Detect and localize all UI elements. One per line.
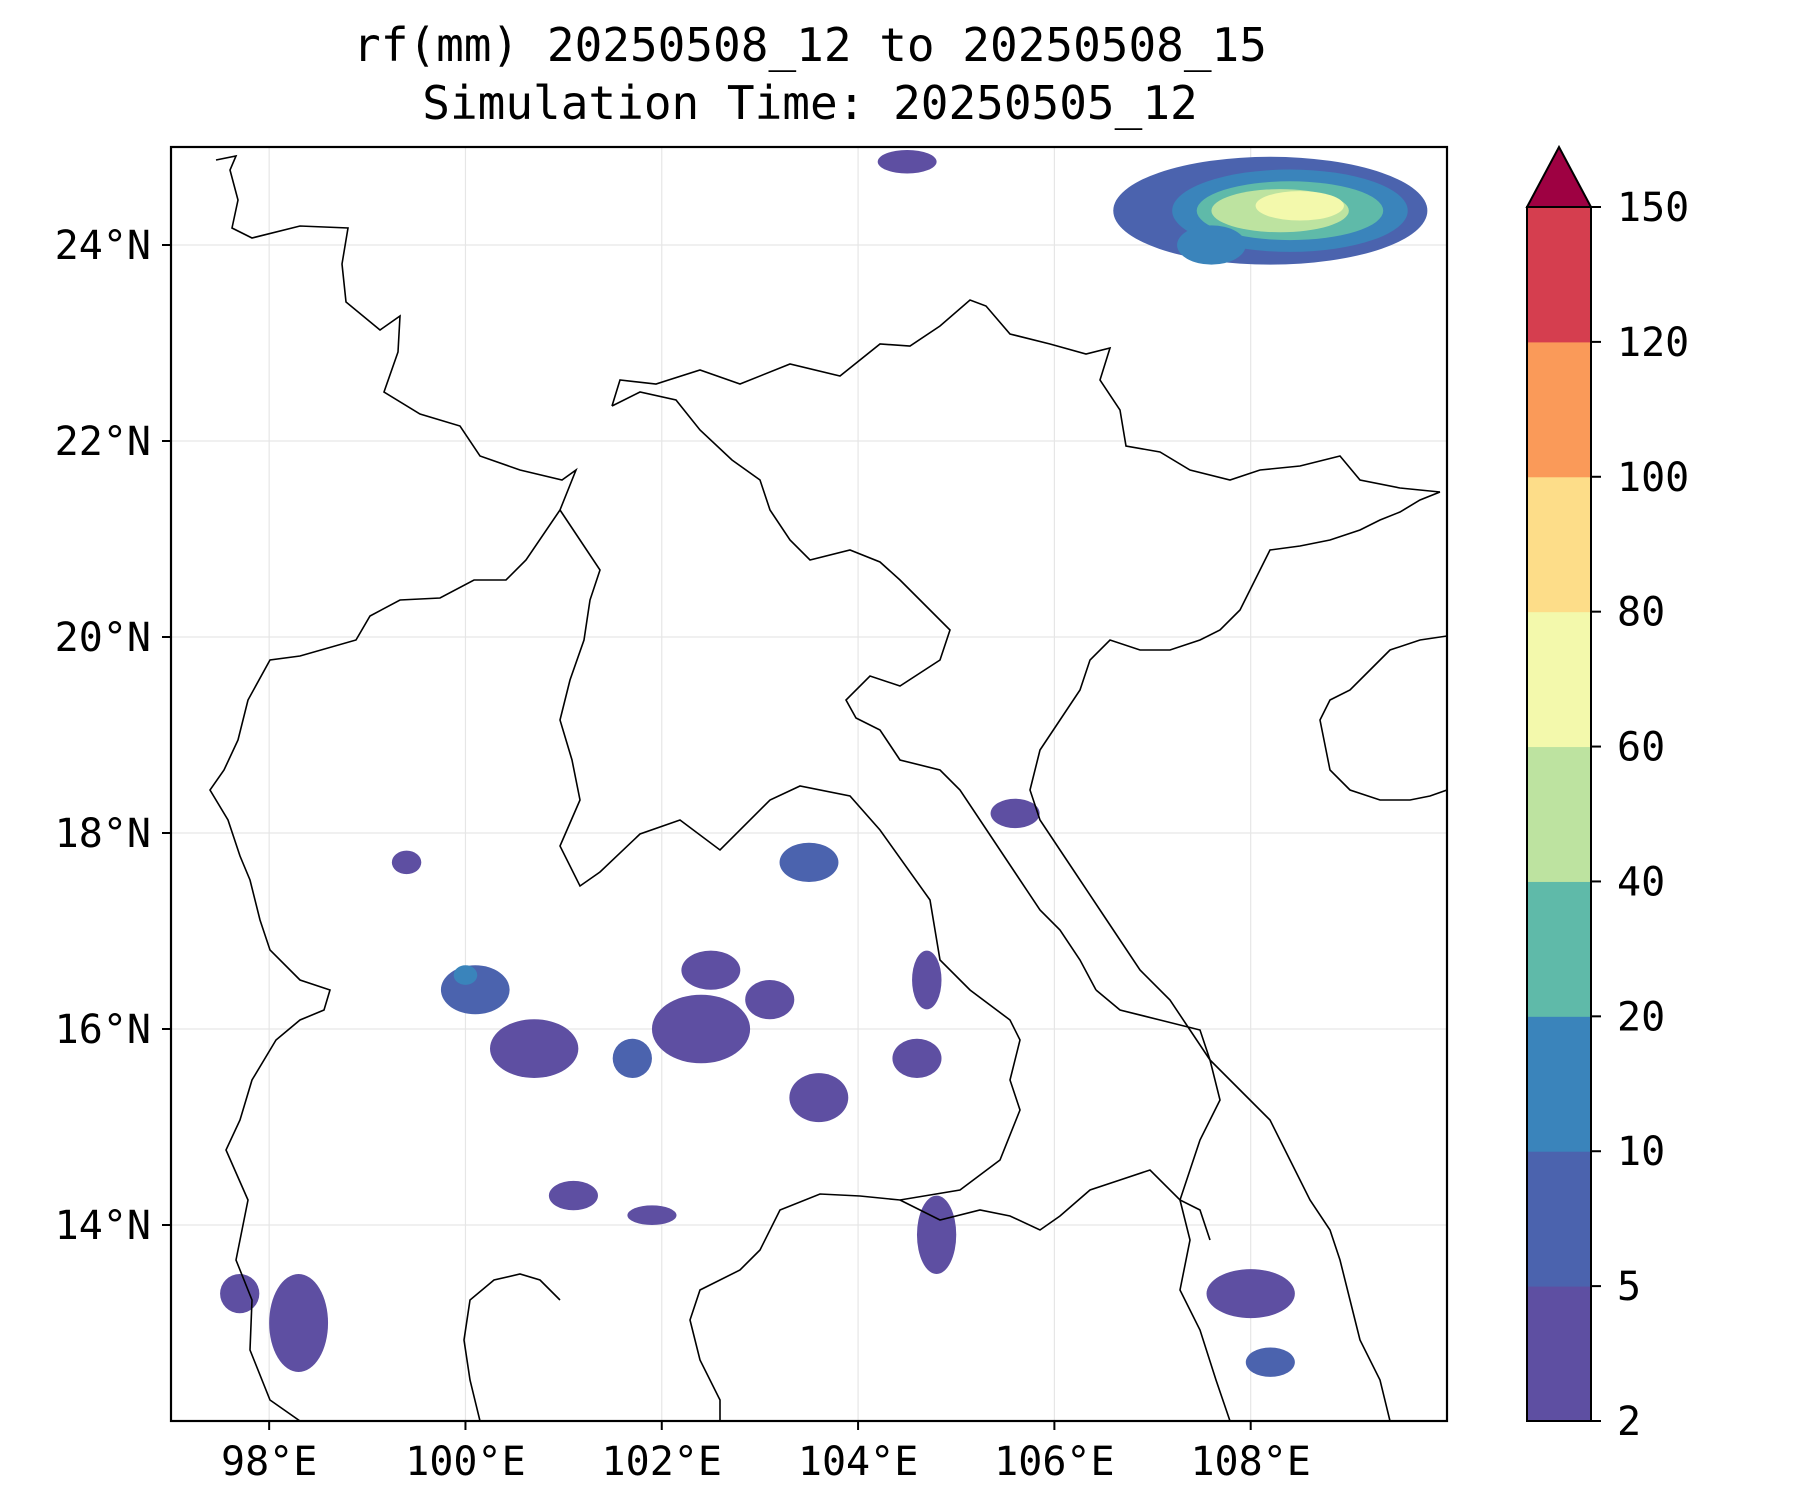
border-laos-thailand	[559, 509, 1021, 1421]
map-title-line2: Simulation Time: 20250505_12	[422, 76, 1198, 130]
rain-cell-24	[391, 850, 422, 875]
rain-cell-19	[892, 1038, 942, 1078]
rain-cell-10	[612, 1038, 652, 1078]
border-china-vietnam-north	[611, 299, 1441, 493]
lat-tick-label: 18°N	[55, 811, 151, 857]
map-frame	[169, 145, 1449, 1423]
rain-cell-17	[789, 1073, 849, 1123]
rain-cell-11	[651, 994, 751, 1064]
rain-cell-20	[916, 1195, 957, 1275]
colorbar-tick-label: 2	[1617, 1399, 1641, 1445]
rain-cell-4	[1255, 191, 1344, 221]
map-title-line1: rf(mm) 20250508_12 to 20250508_15	[353, 18, 1267, 72]
latitude-axis: 14°N 16°N 18°N 20°N 22°N 24°N	[55, 223, 171, 1249]
longitude-axis: 98°E 100°E 102°E 104°E 106°E 108°E	[221, 1421, 1311, 1485]
lon-tick-label: 98°E	[221, 1439, 317, 1485]
border-thailand-cambodia	[899, 1169, 1211, 1241]
coastline-hainan	[1319, 635, 1447, 801]
rain-cell-16	[627, 1205, 677, 1225]
gridlines	[171, 147, 1447, 1421]
colorbar-tick-label: 5	[1617, 1264, 1641, 1310]
lon-tick-label: 100°E	[405, 1439, 525, 1485]
colorbar-segment-0	[1527, 1286, 1591, 1422]
colorbar-segment-6	[1527, 476, 1591, 613]
colorbar-segment-3	[1527, 881, 1591, 1017]
rain-cell-26	[745, 980, 795, 1020]
lat-tick-label: 20°N	[55, 615, 151, 661]
colorbar-tick-label: 40	[1617, 859, 1665, 905]
border-china-laos-vietnam	[611, 391, 1097, 991]
country-borders	[209, 154, 1447, 1421]
rain-cell-25	[681, 950, 741, 990]
colorbar-tick-label: 150	[1617, 185, 1689, 231]
colorbar-tick-label: 80	[1617, 590, 1665, 636]
colorbar-tick-label: 100	[1617, 455, 1689, 501]
lon-tick-label: 108°E	[1190, 1439, 1310, 1485]
colorbar-segment-2	[1527, 1016, 1591, 1152]
colorbar-tick-label: 20	[1617, 994, 1665, 1040]
colorbar-segment-1	[1527, 1151, 1591, 1287]
rain-cell-12	[779, 842, 839, 883]
coastline-gulf-of-thailand	[463, 1273, 561, 1421]
lat-tick-label: 14°N	[55, 1203, 151, 1249]
rain-cell-21	[269, 1274, 329, 1372]
rain-cell-23	[990, 798, 1040, 829]
rain-cell-14	[1206, 1269, 1295, 1319]
colorbar: 2 5 10 20 40 60 80 100 120 150	[1525, 144, 1689, 1445]
lon-tick-label: 102°E	[602, 1439, 722, 1485]
colorbar-segment-5	[1527, 611, 1591, 748]
lon-tick-label: 104°E	[798, 1439, 918, 1485]
colorbar-segment-7	[1527, 341, 1591, 478]
rain-cell-9	[490, 1019, 579, 1078]
rain-cell-15	[548, 1180, 598, 1211]
rain-cell-18	[912, 950, 942, 1010]
lon-tick-label: 106°E	[994, 1439, 1114, 1485]
border-myanmar-thailand	[209, 154, 578, 1421]
rain-cell-8	[453, 965, 478, 985]
map-background	[171, 147, 1447, 1421]
colorbar-segment-8	[1527, 207, 1591, 343]
rain-cell-5	[1177, 225, 1246, 265]
lat-tick-label: 24°N	[55, 223, 151, 269]
colorbar-segment-4	[1527, 746, 1591, 882]
colorbar-extend-arrow	[1525, 144, 1593, 208]
colorbar-tick-label: 60	[1617, 725, 1665, 771]
lat-tick-label: 16°N	[55, 1007, 151, 1053]
border-laos-vietnam-south	[1095, 989, 1231, 1421]
coastline-vietnam	[1029, 491, 1441, 1421]
colorbar-tick-label: 120	[1617, 320, 1689, 366]
rain-cell-22	[220, 1274, 260, 1314]
rain-cell-13	[1245, 1347, 1295, 1377]
colorbar-frame	[1526, 206, 1592, 1422]
colorbar-tick-label: 10	[1617, 1129, 1665, 1175]
rainfall-field	[220, 149, 1428, 1377]
rain-cell-6	[877, 149, 937, 174]
lat-tick-label: 22°N	[55, 419, 151, 465]
